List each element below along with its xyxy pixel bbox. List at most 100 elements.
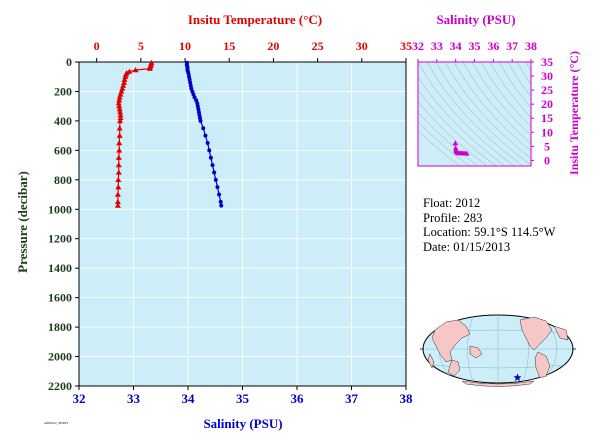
temperature-point [132, 67, 139, 73]
salinity-axis-title: Salinity (PSU) [203, 416, 282, 431]
temperature-tick-label: 15 [223, 39, 235, 53]
temperature-point [114, 191, 121, 197]
temperature-point [116, 106, 123, 112]
salinity-tick-label: 32 [73, 391, 86, 406]
temperature-tick-label: 5 [138, 39, 144, 53]
ts-temperature-tick-label: 0 [544, 153, 550, 167]
temperature-tick-label: 35 [400, 39, 412, 53]
pressure-axis-title: Pressure (decibar) [15, 171, 30, 273]
temperature-point [117, 114, 124, 121]
profile-plot-grid [79, 62, 406, 386]
temperature-point [122, 71, 129, 77]
salinity-point [213, 177, 218, 182]
temperature-tick-label: 10 [179, 39, 191, 53]
pressure-tick-label: 1000 [48, 202, 72, 216]
temperature-point [117, 112, 124, 118]
temperature-point [117, 117, 124, 124]
salinity-point [217, 192, 222, 197]
ts-temperature-tick-label: 35 [541, 55, 553, 69]
salinity-point [210, 163, 215, 168]
temperature-point [116, 97, 123, 103]
pressure-tick-label: 1600 [48, 291, 72, 305]
map-location-marker [513, 373, 522, 381]
ts-point [464, 151, 470, 156]
temperature-series [114, 59, 155, 208]
temperature-point [114, 198, 121, 205]
ts-point [453, 145, 459, 151]
float-info-panel: Float: 2012 Profile: 283 Location: 59.1°… [423, 196, 555, 254]
ts-temperature-tick-label: 10 [541, 125, 553, 139]
pressure-tick-label: 200 [54, 84, 72, 98]
salinity-point [203, 133, 208, 138]
map-land [427, 316, 569, 387]
temperature-point [118, 88, 125, 94]
temperature-point [116, 94, 123, 100]
ts-salinity-tick-label: 35 [469, 39, 481, 53]
ts-salinity-tick-label: 33 [431, 39, 443, 53]
ts-density-contour [418, 130, 461, 166]
ts-series [452, 140, 470, 156]
salinity-tick-label: 36 [291, 391, 305, 406]
ts-salinity-tick-label: 36 [487, 39, 499, 53]
ts-point [452, 140, 459, 146]
temperature-point [114, 202, 121, 208]
salinity-point [219, 203, 224, 208]
salinity-series [184, 60, 224, 208]
ts-temperature-axis-title: Insitu Temperature (°C) [567, 51, 581, 175]
ts-density-contour [418, 76, 506, 166]
temperature-point [121, 76, 128, 82]
salinity-tick-label: 38 [400, 391, 414, 406]
ts-density-contour [418, 89, 497, 166]
ts-temperature-tick-label: 25 [541, 83, 553, 97]
pressure-tick-label: 1400 [48, 261, 72, 275]
ts-density-contour [418, 121, 470, 166]
profile-number: Profile: 283 [423, 210, 483, 225]
temperature-axis-title: Insitu Temperature (°C) [188, 12, 322, 27]
ts-density-contour [525, 62, 531, 72]
ts-temperature-tick-label: 5 [544, 139, 550, 153]
ts-density-contour [418, 101, 488, 166]
salinity-point [207, 148, 212, 153]
ts-density-contour [507, 62, 531, 98]
temperature-point [115, 100, 122, 106]
temperature-tick-label: 25 [312, 39, 324, 53]
ts-density-contour [418, 62, 515, 166]
salinity-tick-label: 35 [236, 391, 250, 406]
temperature-point [115, 154, 122, 160]
temperature-point [122, 73, 129, 79]
pressure-tick-label: 2200 [48, 379, 72, 393]
temperature-tick-label: 20 [267, 39, 279, 53]
temperature-point [116, 125, 123, 131]
salinity-point [208, 155, 213, 160]
pressure-tick-label: 1200 [48, 232, 72, 246]
profile-plot: 0200400600800100012001400160018002000220… [15, 12, 413, 431]
temperature-point [115, 176, 122, 183]
ts-density-contour [516, 62, 531, 85]
ts-density-contours [418, 62, 531, 166]
pressure-tick-label: 600 [54, 143, 72, 157]
temperature-tick-label: 0 [94, 39, 100, 53]
pressure-tick-label: 800 [54, 173, 72, 187]
temperature-point [116, 132, 123, 138]
salinity-point [192, 95, 197, 100]
ts-salinity-tick-label: 37 [506, 39, 518, 53]
temperature-tick-label: 30 [356, 39, 368, 53]
salinity-tick-label: 37 [345, 391, 359, 406]
pressure-tick-label: 400 [54, 114, 72, 128]
ts-density-contour [426, 62, 524, 166]
ts-temperature-tick-label: 15 [541, 111, 553, 125]
ts-temperature-tick-label: 30 [541, 69, 553, 83]
ts-temperature-tick-label: 20 [541, 97, 553, 111]
temperature-point [115, 162, 122, 168]
float-id: Float: 2012 [423, 196, 481, 210]
ts-salinity-tick-label: 38 [525, 39, 537, 53]
salinity-point [198, 118, 203, 123]
ts-density-contour [498, 62, 531, 109]
salinity-point [205, 141, 210, 145]
footer-code: A0002012_283DTS [44, 421, 69, 425]
temperature-point [116, 147, 123, 153]
ts-salinity-axis-title: Salinity (PSU) [436, 12, 515, 27]
